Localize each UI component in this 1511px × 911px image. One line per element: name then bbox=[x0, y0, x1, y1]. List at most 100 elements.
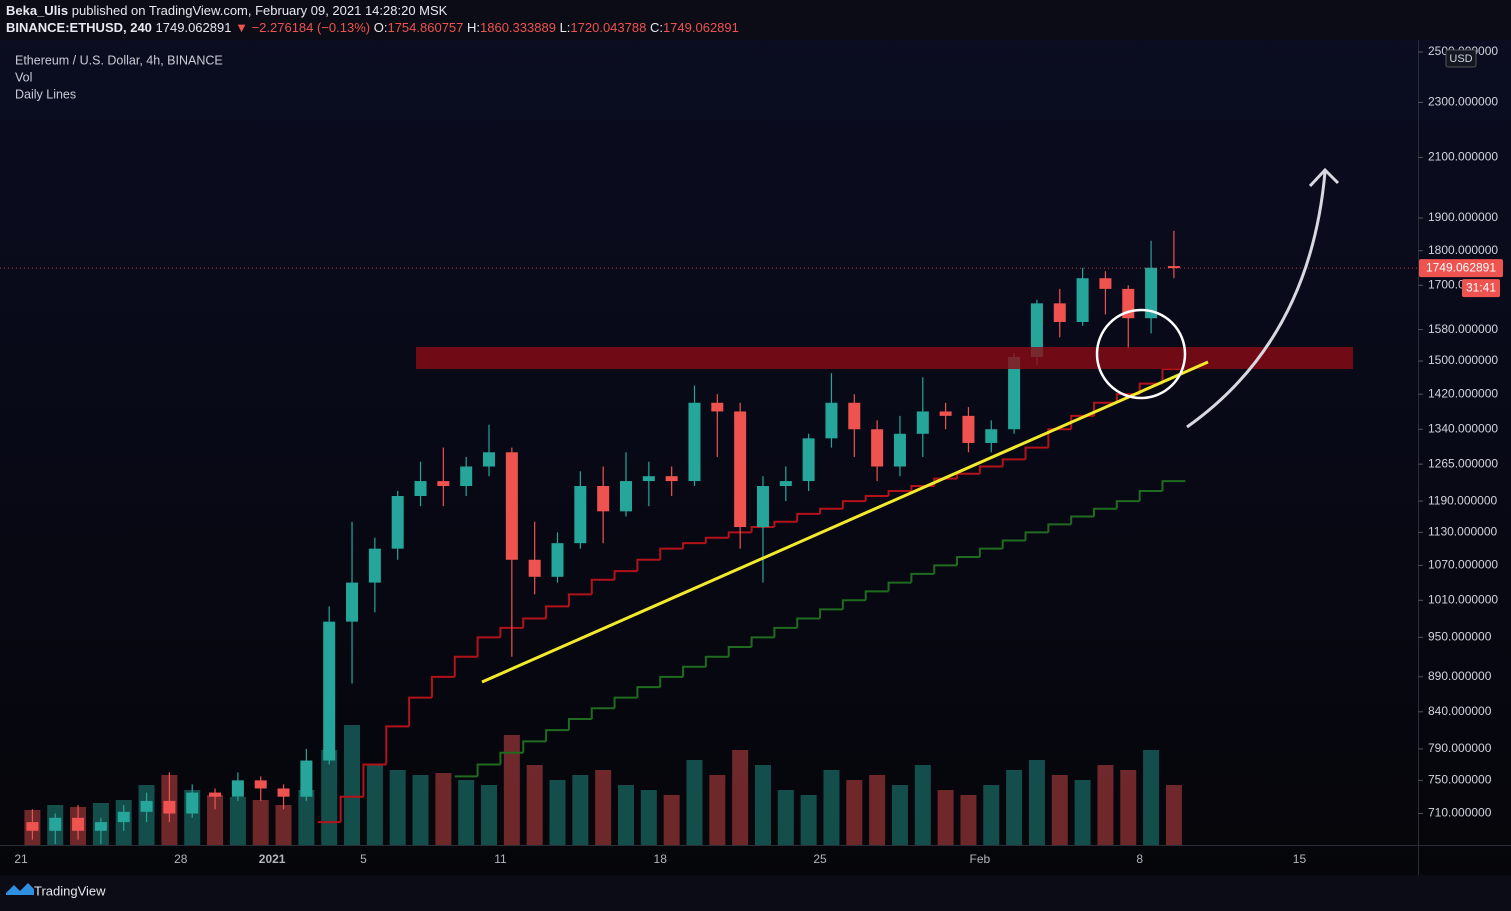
footer-brand: TradingView bbox=[34, 883, 106, 898]
ohlc-value: 1860.333889 bbox=[480, 20, 556, 35]
candle-body bbox=[551, 543, 564, 577]
volume-bar bbox=[526, 765, 543, 845]
ohlc-key: L: bbox=[560, 20, 571, 35]
candle-body bbox=[825, 402, 838, 439]
daily-line-step bbox=[1024, 446, 1049, 460]
daily-line-step bbox=[956, 555, 980, 566]
y-tick-label: 1070.000000 bbox=[1428, 558, 1498, 572]
daily-line-step bbox=[499, 626, 524, 638]
daily-line-step bbox=[545, 729, 569, 742]
ohlc-key: O: bbox=[374, 20, 388, 35]
volume-bar bbox=[1028, 760, 1045, 845]
daily-line-step bbox=[522, 617, 547, 628]
daily-line-step bbox=[362, 763, 387, 797]
daily-line-step bbox=[567, 593, 592, 607]
candle-body bbox=[391, 496, 404, 549]
volume-bar bbox=[846, 780, 863, 845]
candle-body bbox=[802, 438, 815, 482]
symbol: BINANCE:ETHUSD, 240 bbox=[6, 20, 152, 35]
volume-bar bbox=[777, 790, 794, 845]
legend-indicator: Daily Lines bbox=[15, 87, 76, 101]
daily-line-step bbox=[682, 542, 706, 549]
daily-line-step bbox=[1161, 368, 1186, 384]
daily-line-step bbox=[841, 500, 866, 509]
daily-line-step bbox=[773, 626, 798, 638]
daily-line-step bbox=[841, 599, 866, 610]
daily-line-step bbox=[1115, 500, 1140, 509]
candle-body bbox=[848, 402, 861, 430]
volume-bar bbox=[1051, 775, 1068, 845]
daily-line-step bbox=[1161, 480, 1186, 491]
up-arrow bbox=[1186, 167, 1340, 429]
y-tick-label: 710.000000 bbox=[1428, 806, 1492, 820]
y-tick-label: 840.000000 bbox=[1428, 704, 1492, 718]
y-tick-label: 750.000000 bbox=[1428, 773, 1492, 787]
x-tick-label: 2021 bbox=[259, 852, 286, 866]
daily-line-step bbox=[476, 763, 501, 777]
last-price-tag bbox=[1419, 259, 1503, 278]
volume-bar bbox=[412, 775, 429, 845]
daily-line-step bbox=[682, 665, 706, 677]
candle-body bbox=[939, 411, 952, 416]
y-tick-label: 1580.000000 bbox=[1428, 322, 1498, 336]
candle-body bbox=[254, 780, 267, 789]
countdown-tag bbox=[1462, 279, 1500, 298]
daily-line-step bbox=[590, 578, 615, 595]
volume-bar bbox=[732, 750, 749, 845]
volume-bar bbox=[252, 800, 269, 845]
volume-bar bbox=[914, 765, 931, 845]
price: 1749.062891 bbox=[156, 20, 232, 35]
plot-area bbox=[0, 230, 1418, 845]
candle-body bbox=[1030, 303, 1043, 357]
currency-label: USD bbox=[1449, 53, 1472, 65]
daily-line-step bbox=[819, 507, 843, 514]
daily-line-step bbox=[1024, 531, 1049, 541]
daily-line-step bbox=[499, 751, 524, 765]
header-symbol-line: BINANCE:ETHUSD, 240 1749.062891 ▼ −2.276… bbox=[6, 20, 739, 35]
daily-line-step bbox=[453, 655, 478, 677]
volume-bar bbox=[481, 785, 498, 845]
candle-body bbox=[505, 452, 518, 560]
daily-line-step bbox=[910, 572, 935, 583]
daily-line-step bbox=[773, 520, 798, 528]
daily-line-step bbox=[704, 536, 729, 544]
x-tick-label: 21 bbox=[14, 852, 28, 866]
candle-body bbox=[483, 452, 496, 467]
daily-line-step bbox=[1001, 458, 1026, 467]
candle-body bbox=[368, 548, 381, 583]
candle-body bbox=[414, 481, 427, 497]
volume-bar bbox=[1120, 770, 1137, 845]
candle-body bbox=[72, 817, 85, 831]
volume-bar bbox=[754, 765, 771, 845]
daily-line-step bbox=[1001, 539, 1026, 549]
volume-bar bbox=[617, 785, 634, 845]
daily-line-step bbox=[819, 608, 843, 619]
candle-body bbox=[186, 792, 199, 814]
candle-body bbox=[1053, 303, 1066, 322]
volume-bar bbox=[1074, 780, 1091, 845]
candle-body bbox=[597, 486, 610, 512]
volume-bar bbox=[275, 805, 292, 845]
daily-line-step bbox=[659, 675, 684, 688]
daily-line-step bbox=[522, 740, 547, 753]
daily-line-step bbox=[727, 531, 752, 538]
resistance-zone bbox=[416, 347, 1353, 369]
candle-body bbox=[642, 476, 655, 482]
y-tick-label: 890.000000 bbox=[1428, 669, 1492, 683]
candle-body bbox=[688, 402, 701, 482]
x-tick-label: 18 bbox=[654, 852, 668, 866]
daily-line-step bbox=[613, 570, 638, 580]
candle-body bbox=[300, 760, 313, 797]
candle-body bbox=[1099, 278, 1112, 289]
candle-body bbox=[1145, 267, 1158, 319]
volume-bar bbox=[640, 790, 657, 845]
daily-line-step bbox=[887, 489, 912, 497]
ohlc-value: 1754.860757 bbox=[387, 20, 463, 35]
highlight-circle bbox=[1095, 308, 1187, 400]
daily-line-step bbox=[796, 617, 821, 628]
volume-bar bbox=[389, 770, 406, 845]
logo bbox=[6, 883, 34, 895]
volume-bar bbox=[1097, 765, 1114, 845]
candle-body bbox=[756, 486, 769, 528]
x-tick-label: 25 bbox=[813, 852, 827, 866]
